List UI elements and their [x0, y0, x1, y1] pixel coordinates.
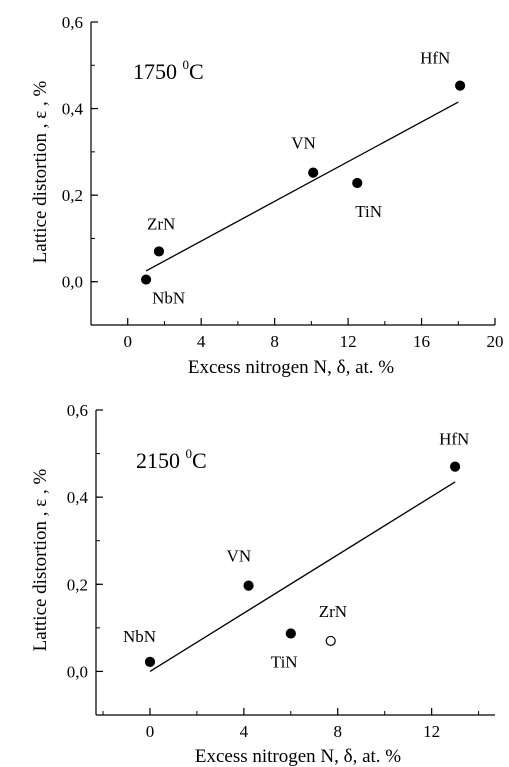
point-label-hfn: HfN — [420, 49, 450, 68]
x-tick-label: 20 — [487, 332, 504, 351]
x-tick-label: 8 — [270, 332, 279, 351]
data-point-zrn — [153, 246, 165, 257]
x-tick-label: 0 — [123, 332, 132, 351]
y-tick-label: 0,2 — [62, 186, 83, 205]
x-axis-title: Excess nitrogen N, δ, at. % — [195, 746, 401, 767]
data-point-nbn — [144, 656, 156, 667]
point-label-nbn: NbN — [152, 289, 185, 308]
temperature-value: 2150 — [136, 448, 186, 473]
y-axis-title: Lattice distortion , ε , % — [30, 469, 51, 652]
point-label-zrn: ZrN — [319, 602, 347, 621]
point-label-nbn: NbN — [123, 627, 156, 646]
data-point-zrn — [325, 635, 336, 647]
fit-line — [149, 481, 456, 672]
data-point-vn — [308, 167, 319, 178]
temperature-label: 1750 0C — [133, 57, 204, 84]
top-chart-panel: 0,0 0,2 0,4 0,6 0 4 8 12 16 20 Lattice distortion … — [30, 13, 504, 378]
y-tick-label: 0,0 — [67, 662, 88, 681]
bottom-chart-panel: 0,0 0,2 0,4 0,6 0 4 8 12 Lattice distortion , ε … — [30, 401, 495, 767]
point-label-vn: VN — [291, 134, 316, 153]
point-label-vn: VN — [227, 547, 252, 566]
y-tick-label: 0,4 — [67, 488, 89, 507]
y-tick-label: 0,6 — [67, 401, 88, 420]
x-tick-label: 16 — [413, 332, 430, 351]
temperature-label: 2150 0C — [136, 446, 207, 473]
x-axis-title: Excess nitrogen N, δ, at. % — [188, 357, 394, 378]
temperature-unit: C — [189, 59, 204, 84]
x-tick-label: 12 — [423, 722, 440, 741]
y-tick-label: 0,6 — [62, 13, 83, 32]
temperature-degree-sup: 0 — [183, 57, 190, 72]
y-axis-title: Lattice distortion , ε , % — [30, 81, 51, 264]
x-tick-label: 4 — [240, 722, 249, 741]
data-point-nbn — [140, 274, 152, 285]
x-tick-label: 0 — [146, 722, 155, 741]
y-tick-label: 0,4 — [62, 100, 84, 119]
point-label-tin: TiN — [355, 202, 382, 221]
point-label-hfn: HfN — [439, 430, 469, 449]
y-tick-label: 0,2 — [67, 575, 88, 594]
data-point-tin — [285, 628, 296, 639]
x-tick-label: 12 — [340, 332, 357, 351]
temperature-value: 1750 — [133, 59, 183, 84]
data-point-tin — [352, 177, 363, 189]
point-label-zrn: ZrN — [147, 214, 175, 233]
data-point-vn — [243, 580, 254, 591]
data-point-hfn — [455, 80, 466, 91]
y-tick-label: 0,0 — [62, 273, 83, 292]
point-label-tin: TiN — [271, 653, 298, 672]
x-tick-label: 8 — [333, 722, 342, 741]
data-point-hfn — [450, 461, 461, 472]
temperature-unit: C — [192, 448, 207, 473]
fit-line — [145, 101, 459, 272]
temperature-degree-sup: 0 — [186, 446, 193, 461]
x-tick-label: 4 — [197, 332, 206, 351]
